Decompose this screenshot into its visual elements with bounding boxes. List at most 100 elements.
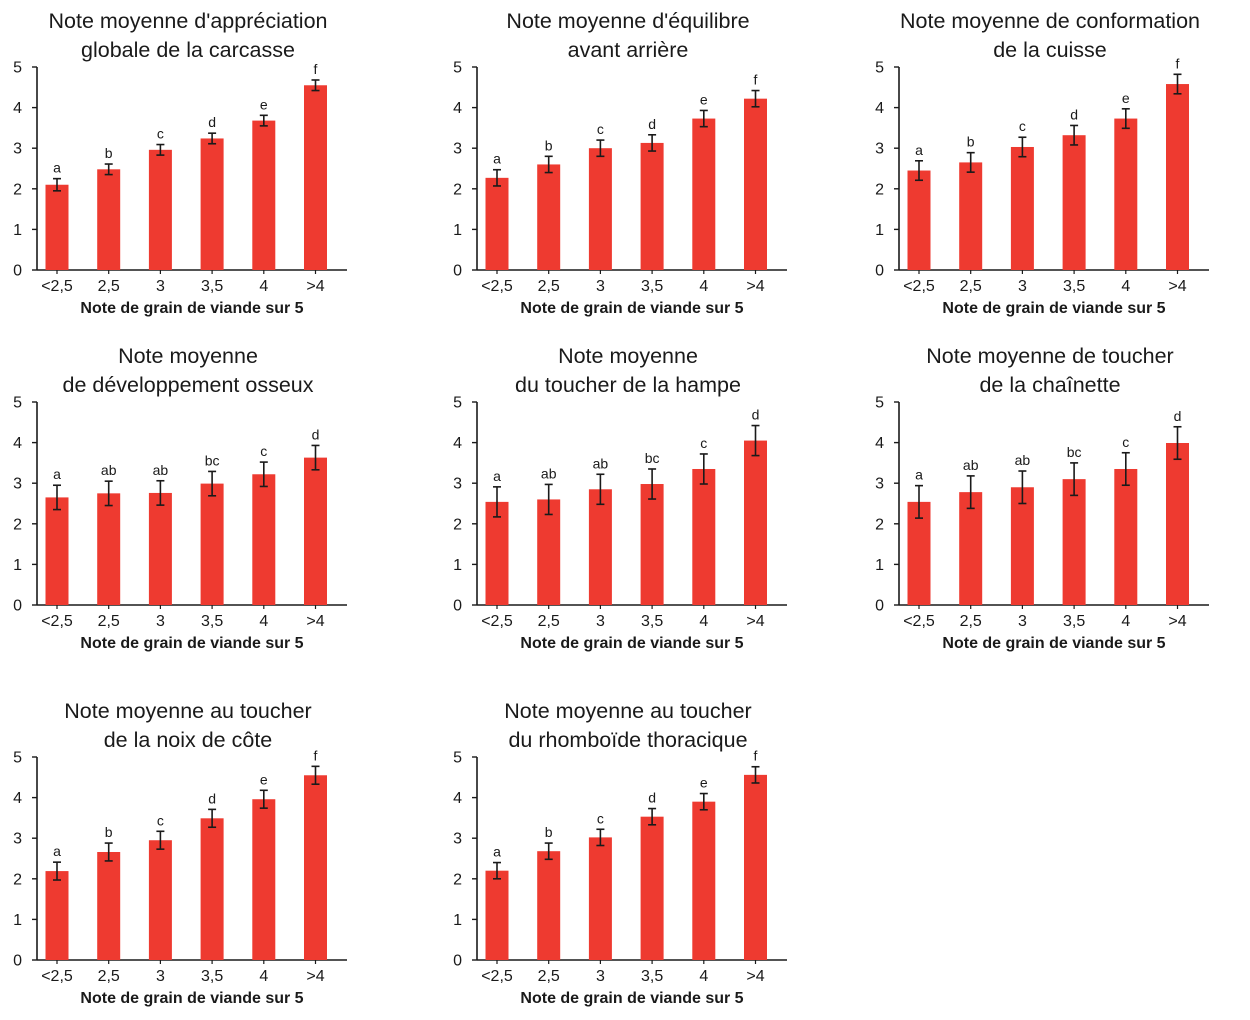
- y-tick-label: 5: [875, 395, 884, 412]
- chart-title: de la noix de côte: [104, 728, 273, 752]
- significance-letter: d: [1174, 408, 1182, 424]
- bar: [148, 492, 172, 605]
- y-tick-label: 1: [453, 222, 462, 239]
- bar: [148, 840, 172, 960]
- y-tick-label: 1: [13, 557, 22, 574]
- bar: [1114, 118, 1138, 270]
- y-tick-label: 1: [13, 222, 22, 239]
- significance-letter: c: [700, 435, 707, 451]
- significance-letter: b: [967, 134, 975, 150]
- x-tick-label: 4: [699, 613, 708, 630]
- significance-letter: f: [314, 747, 318, 763]
- x-tick-label: 3,5: [201, 278, 223, 295]
- x-tick-label: 3,5: [1063, 613, 1085, 630]
- chart-panel: Note moyenne de conformation de la cuisse…: [862, 0, 1250, 330]
- x-tick-label: 3: [1018, 613, 1027, 630]
- x-tick-label: 4: [699, 968, 708, 985]
- x-tick-label: 4: [259, 613, 268, 630]
- y-tick-label: 5: [875, 60, 884, 77]
- bar: [588, 489, 612, 605]
- x-tick-label: <2,5: [481, 278, 513, 295]
- chart-title: Note moyenne au toucher: [504, 699, 751, 723]
- y-tick-label: 2: [453, 516, 462, 533]
- y-tick-label: 3: [13, 141, 22, 158]
- bar: [537, 851, 561, 960]
- bar: [907, 170, 931, 270]
- y-tick-label: 4: [453, 435, 462, 452]
- bar: [1114, 468, 1138, 605]
- chart-panel: Note moyenne du toucher de la hampe 0 1 2 3 4 5…: [440, 335, 860, 665]
- y-tick-label: 0: [875, 263, 884, 280]
- bar: [200, 483, 224, 605]
- y-tick-label: 0: [875, 598, 884, 615]
- bar: [959, 492, 983, 605]
- significance-letter: bc: [205, 452, 220, 468]
- x-tick-label: <2,5: [41, 278, 73, 295]
- chart-title: de développement osseux: [62, 373, 313, 397]
- significance-letter: f: [754, 748, 758, 764]
- x-axis-label: Note de grain de viande sur 5: [80, 635, 303, 652]
- significance-letter: f: [1176, 55, 1180, 71]
- chart-title: Note moyenne au toucher: [64, 699, 311, 723]
- significance-letter: d: [648, 790, 656, 806]
- x-tick-label: 2,5: [98, 613, 120, 630]
- bar: [304, 457, 327, 605]
- y-tick-label: 4: [453, 100, 462, 117]
- y-tick-label: 0: [453, 263, 462, 280]
- y-tick-label: 3: [453, 141, 462, 158]
- bar: [45, 184, 69, 270]
- bar-chart: Note moyenne au toucher de la noix de côt…: [13, 699, 347, 1007]
- x-tick-label: 2,5: [538, 278, 560, 295]
- significance-letter: b: [105, 824, 113, 840]
- significance-letter: bc: [645, 450, 660, 466]
- bar: [1062, 479, 1086, 605]
- significance-letter: c: [157, 126, 164, 142]
- significance-letter: d: [752, 407, 760, 423]
- bar-chart: Note moyenne du toucher de la hampe 0 1 2 3 4 5…: [453, 344, 787, 652]
- y-tick-label: 1: [453, 912, 462, 929]
- y-tick-label: 5: [13, 750, 22, 767]
- bar: [588, 148, 612, 270]
- chart-panel: Note moyenne d'appréciation globale de la…: [0, 0, 420, 330]
- x-tick-label: <2,5: [903, 278, 935, 295]
- bar: [45, 871, 69, 960]
- bar: [1166, 443, 1189, 605]
- significance-letter: a: [915, 142, 923, 158]
- significance-letter: a: [53, 160, 61, 176]
- bar: [485, 501, 509, 605]
- x-tick-label: >4: [1168, 278, 1186, 295]
- x-tick-label: 3: [596, 278, 605, 295]
- bar: [200, 818, 224, 960]
- y-tick-label: 4: [875, 435, 884, 452]
- bar: [97, 493, 121, 605]
- x-tick-label: <2,5: [41, 968, 73, 985]
- bar: [1010, 146, 1034, 270]
- significance-letter: d: [1070, 106, 1078, 122]
- y-tick-label: 4: [875, 100, 884, 117]
- y-tick-label: 2: [453, 181, 462, 198]
- bar: [744, 98, 767, 270]
- significance-letter: e: [260, 96, 268, 112]
- chart-title: de la cuisse: [993, 38, 1107, 62]
- x-tick-label: 3: [156, 968, 165, 985]
- y-tick-label: 0: [13, 598, 22, 615]
- x-tick-label: >4: [746, 278, 764, 295]
- x-tick-label: 3: [156, 278, 165, 295]
- bar: [1010, 487, 1034, 605]
- chart-title: Note moyenne: [558, 344, 698, 368]
- x-tick-label: >4: [306, 278, 324, 295]
- significance-letter: ab: [963, 457, 979, 473]
- bar-chart: Note moyenne de toucher de la chaînette 0 1…: [875, 344, 1209, 652]
- significance-letter: d: [208, 114, 216, 130]
- x-axis-label: Note de grain de viande sur 5: [942, 300, 1165, 317]
- y-tick-label: 3: [13, 831, 22, 848]
- bar: [692, 118, 716, 270]
- x-axis-label: Note de grain de viande sur 5: [520, 300, 743, 317]
- x-tick-label: 2,5: [538, 968, 560, 985]
- x-tick-label: <2,5: [41, 613, 73, 630]
- x-axis-label: Note de grain de viande sur 5: [80, 300, 303, 317]
- significance-letter: e: [700, 91, 708, 107]
- y-tick-label: 1: [875, 557, 884, 574]
- bar: [640, 816, 664, 960]
- significance-letter: b: [545, 137, 553, 153]
